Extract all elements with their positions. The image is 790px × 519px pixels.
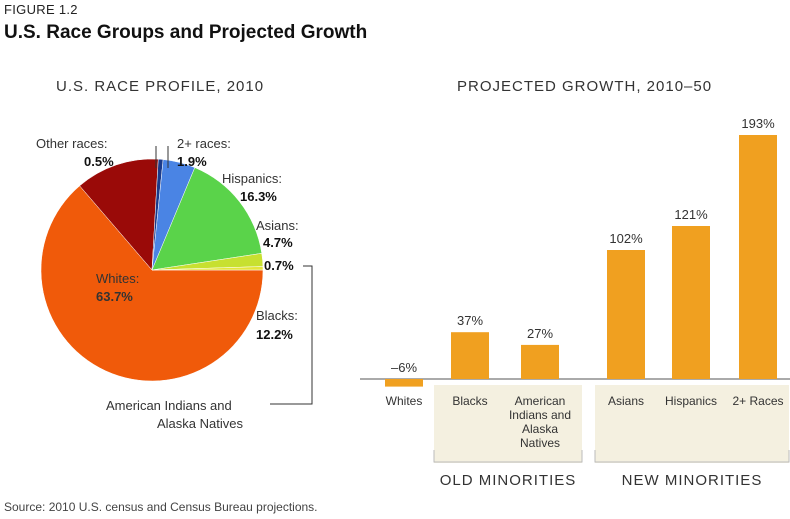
pie-label-hispanics-name: Hispanics: bbox=[222, 171, 282, 186]
pie-slice-hispanics bbox=[151, 167, 263, 271]
pie-slice-blacks bbox=[79, 158, 159, 271]
bar-asians bbox=[607, 250, 645, 379]
x-tick-label: Blacks bbox=[452, 394, 487, 408]
bar-value-label: –6% bbox=[391, 360, 417, 375]
group-bracket bbox=[594, 450, 790, 463]
group-bracket bbox=[433, 450, 583, 463]
pie-chart-title: U.S. RACE PROFILE, 2010 bbox=[56, 78, 265, 95]
x-tick-label: Asians bbox=[608, 394, 644, 408]
leader-line-american-indians bbox=[270, 265, 313, 405]
group-backgrounds: OLD MINORITIES NEW MINORITIES bbox=[433, 385, 790, 489]
pie-label-american-indians-name-line1: American Indians and bbox=[106, 398, 232, 413]
bar-value-label: 102% bbox=[609, 231, 643, 246]
pie-label-two-plus-value: 1.9% bbox=[177, 154, 207, 169]
pie-label-whites-value: 63.7% bbox=[96, 289, 133, 304]
x-tick-label: Indians and bbox=[509, 408, 571, 422]
bar-american-indians-and-alaska-natives bbox=[521, 344, 559, 379]
pie-label-other-name: Other races: bbox=[36, 136, 108, 151]
pie-label-asians-name: Asians: bbox=[256, 218, 299, 233]
bar-value-label: 121% bbox=[674, 207, 708, 222]
group-panel-old-minorities bbox=[434, 385, 582, 463]
pie-slice-whites bbox=[40, 185, 264, 382]
bar-chart-title: PROJECTED GROWTH, 2010–50 bbox=[457, 78, 713, 95]
bar-hispanics bbox=[672, 226, 710, 379]
bar-value-label: 37% bbox=[457, 313, 483, 328]
bar-2-races bbox=[739, 135, 777, 379]
pie-labels: Other races: 0.5% 2+ races: 1.9% Hispani… bbox=[36, 136, 313, 431]
group-label: OLD MINORITIES bbox=[440, 472, 577, 489]
x-tick-label: Alaska bbox=[522, 422, 558, 436]
x-tick-label: Natives bbox=[520, 436, 560, 450]
x-tick-label: 2+ Races bbox=[732, 394, 783, 408]
pie-label-american-indians-name-line2: Alaska Natives bbox=[157, 416, 243, 431]
bar-value-label: 27% bbox=[527, 326, 553, 341]
x-tick-label: Hispanics bbox=[665, 394, 717, 408]
pie-label-blacks-value: 12.2% bbox=[256, 327, 293, 342]
pie-label-asians-value: 4.7% bbox=[263, 235, 293, 250]
pie-label-whites-name: Whites: bbox=[96, 271, 139, 286]
pie-slice-other bbox=[151, 266, 264, 271]
pie-label-blacks-name: Blacks: bbox=[256, 308, 298, 323]
figure-title: U.S. Race Groups and Projected Growth bbox=[4, 22, 368, 43]
x-tick-label: Whites bbox=[386, 394, 423, 408]
pie-label-other-value: 0.5% bbox=[84, 154, 114, 169]
pie-chart bbox=[40, 158, 264, 382]
group-panel-new-minorities bbox=[595, 385, 789, 463]
bar-whites bbox=[385, 379, 423, 387]
pie-label-american-indians-value: 0.7% bbox=[264, 258, 294, 273]
bar-value-label: 193% bbox=[741, 116, 775, 131]
source-note: Source: 2010 U.S. census and Census Bure… bbox=[4, 500, 318, 514]
pie-label-two-plus-name: 2+ races: bbox=[177, 136, 231, 151]
group-label: NEW MINORITIES bbox=[622, 472, 763, 489]
x-tick-label: American bbox=[515, 394, 566, 408]
bar-blacks bbox=[451, 332, 489, 379]
pie-label-hispanics-value: 16.3% bbox=[240, 189, 277, 204]
figure-label: FIGURE 1.2 bbox=[4, 2, 78, 17]
